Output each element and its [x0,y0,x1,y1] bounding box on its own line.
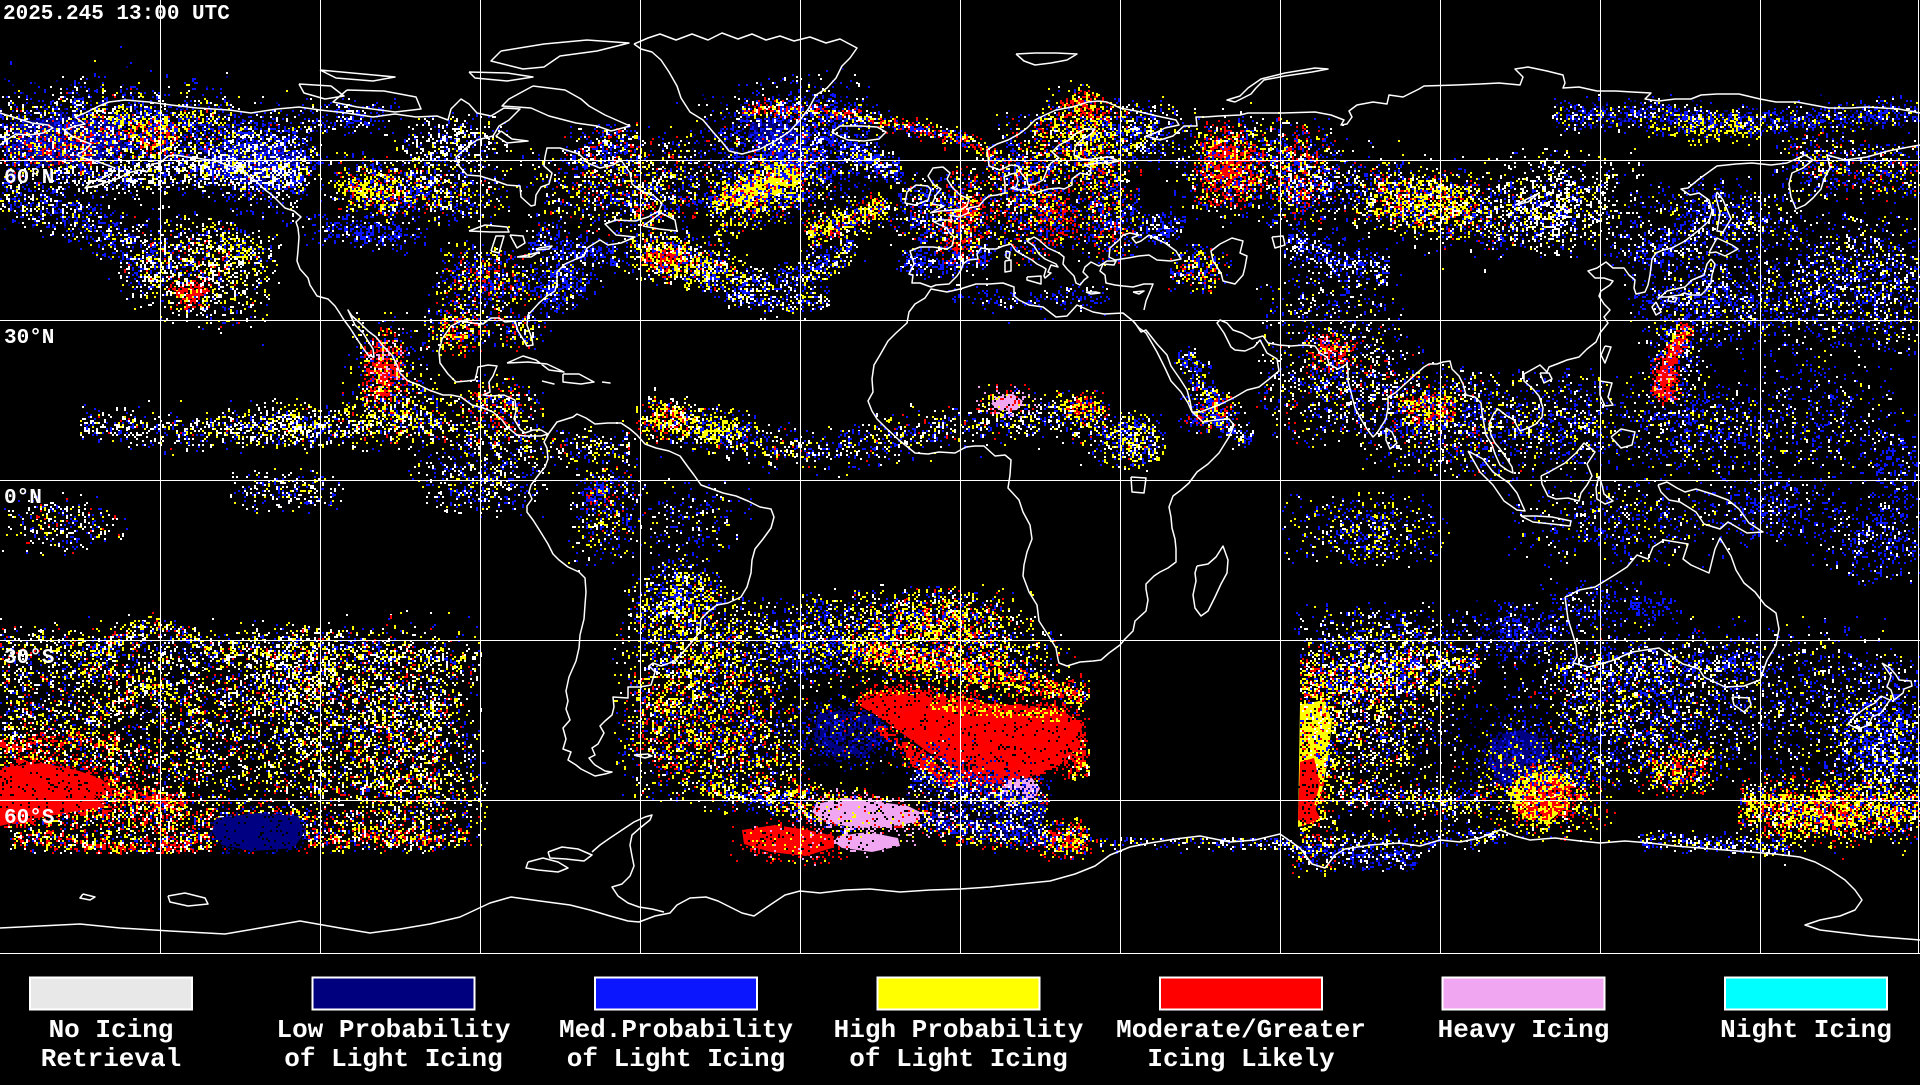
svg-text:60°N: 60°N [4,167,54,190]
svg-text:0°N: 0°N [4,487,42,510]
svg-text:Night Icing: Night Icing [1720,1015,1892,1045]
svg-text:of Light Icing: of Light Icing [849,1044,1067,1074]
svg-text:High Probability: High Probability [834,1015,1084,1045]
svg-text:of Light Icing: of Light Icing [284,1044,502,1074]
svg-text:60°S: 60°S [4,807,54,830]
svg-text:Retrieval: Retrieval [41,1044,181,1074]
svg-text:of Light Icing: of Light Icing [567,1044,785,1074]
svg-text:Icing Likely: Icing Likely [1147,1044,1335,1074]
svg-text:30°N: 30°N [4,327,54,350]
svg-text:2025.245 13:00 UTC: 2025.245 13:00 UTC [3,3,230,26]
svg-text:Med.Probability: Med.Probability [559,1015,793,1045]
svg-text:Moderate/Greater: Moderate/Greater [1116,1015,1366,1045]
svg-text:Low Probability: Low Probability [276,1015,510,1045]
svg-text:30°S: 30°S [4,647,54,670]
svg-text:No Icing: No Icing [49,1015,174,1045]
svg-text:Heavy Icing: Heavy Icing [1438,1015,1610,1045]
